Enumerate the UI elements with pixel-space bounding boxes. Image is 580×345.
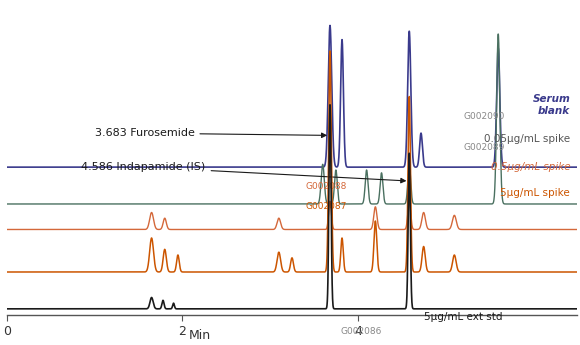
Text: 5µg/mL ext std: 5µg/mL ext std (423, 312, 502, 322)
Text: G002088: G002088 (305, 183, 346, 191)
Text: Min: Min (188, 329, 211, 342)
Text: G002090: G002090 (463, 112, 505, 121)
Text: 0.05µg/mL spike: 0.05µg/mL spike (484, 134, 570, 144)
Text: G002087: G002087 (305, 202, 346, 211)
Text: 5µg/mL spike: 5µg/mL spike (501, 188, 570, 198)
Text: 0.5µg/mL spike: 0.5µg/mL spike (491, 162, 570, 172)
Text: G002086: G002086 (340, 327, 382, 336)
Text: Serum
blank: Serum blank (532, 94, 570, 116)
Text: 3.683 Furosemide: 3.683 Furosemide (95, 128, 326, 138)
Text: 4.586 Indapamide (IS): 4.586 Indapamide (IS) (81, 162, 405, 183)
Text: G002089: G002089 (463, 143, 505, 152)
